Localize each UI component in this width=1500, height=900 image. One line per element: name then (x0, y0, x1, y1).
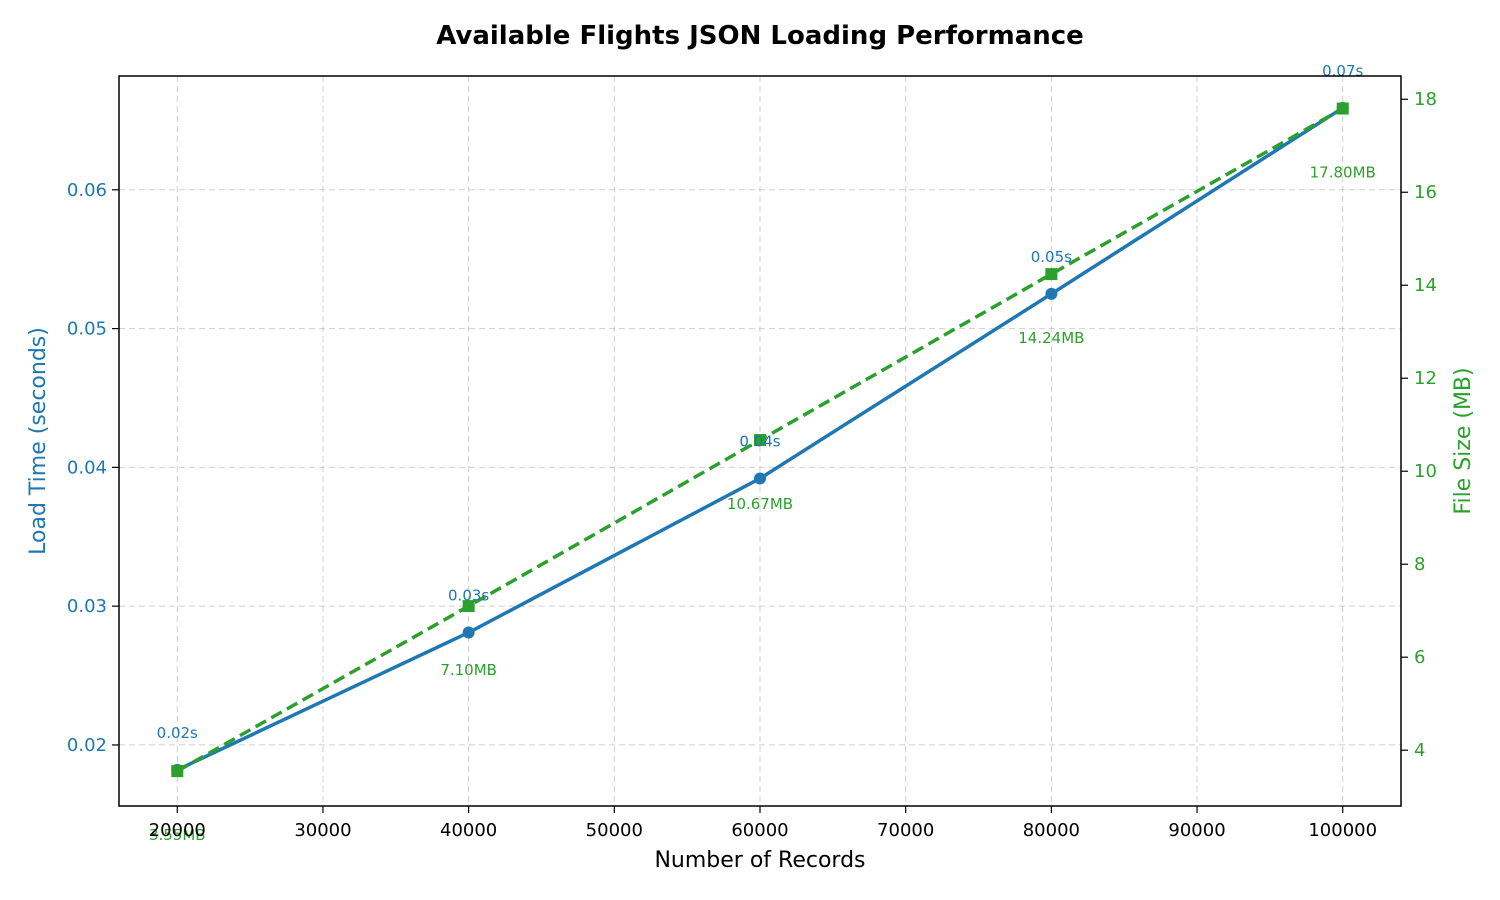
left-y-tick-label: 0.03 (67, 596, 107, 617)
load-time-point (754, 472, 766, 485)
load-time-data-label: 0.07s (1322, 62, 1363, 80)
series-layer (171, 101, 1349, 778)
load-time-data-label: 0.04s (739, 432, 780, 450)
axis-layer: 20000 30000 40000 50000 60000 70000 80000 90000… (67, 75, 1437, 841)
right-y-tick-label: 12 (1414, 368, 1437, 389)
file-size-point (1336, 102, 1349, 115)
x-tick-label: 40000 (440, 820, 497, 841)
right-y-tick-label: 4 (1414, 740, 1425, 761)
file-size-point (754, 434, 766, 447)
left-y-tick-label: 0.04 (67, 457, 107, 478)
load-time-data-label: 0.02s (157, 724, 198, 742)
load-time-data-label: 0.05s (1031, 248, 1072, 266)
file-size-point (171, 765, 184, 778)
file-size-data-label: 7.10MB (440, 661, 497, 679)
x-tick-label: 80000 (1023, 820, 1080, 841)
right-y-tick-label: 8 (1414, 554, 1425, 575)
load-time-point (1045, 287, 1058, 300)
right-y-tick-label: 10 (1414, 461, 1437, 482)
left-y-axis-title: Load Time (seconds) (26, 327, 51, 555)
plot-frame (118, 75, 1402, 807)
file-size-data-label: 3.55MB (149, 826, 206, 844)
file-size-point (462, 600, 475, 613)
file-size-point (1045, 268, 1058, 281)
x-tick-label: 70000 (877, 820, 934, 841)
file-size-data-label: 14.24MB (1018, 329, 1084, 347)
right-y-tick-label: 16 (1414, 182, 1437, 203)
right-y-axis-title: File Size (MB) (1451, 367, 1476, 514)
left-y-tick-label: 0.06 (67, 180, 107, 201)
right-y-tick-label: 6 (1414, 647, 1425, 668)
load-time-data-label: 0.03s (448, 587, 489, 605)
right-y-tick-label: 18 (1414, 89, 1437, 110)
data-label-layer: 0.02s 3.55MB 0.03s 7.10MB 0.04s 10.67MB 0.05s 1… (149, 62, 1376, 844)
load-time-point (462, 626, 475, 639)
file-size-data-label: 10.67MB (727, 495, 793, 513)
x-tick-label: 20000 (149, 820, 206, 841)
file-size-data-label: 17.80MB (1310, 164, 1376, 182)
grid-layer (119, 76, 1401, 806)
x-axis-title: Number of Records (654, 848, 865, 873)
chart-title: Available Flights JSON Loading Performan… (436, 21, 1084, 51)
x-tick-label: 30000 (294, 820, 351, 841)
left-y-tick-label: 0.02 (67, 735, 107, 756)
x-tick-label: 60000 (731, 820, 788, 841)
x-tick-label: 100000 (1308, 820, 1377, 841)
left-y-tick-label: 0.05 (67, 319, 107, 340)
x-tick-label: 90000 (1168, 820, 1225, 841)
x-tick-label: 50000 (586, 820, 643, 841)
right-y-tick-label: 14 (1414, 275, 1437, 296)
